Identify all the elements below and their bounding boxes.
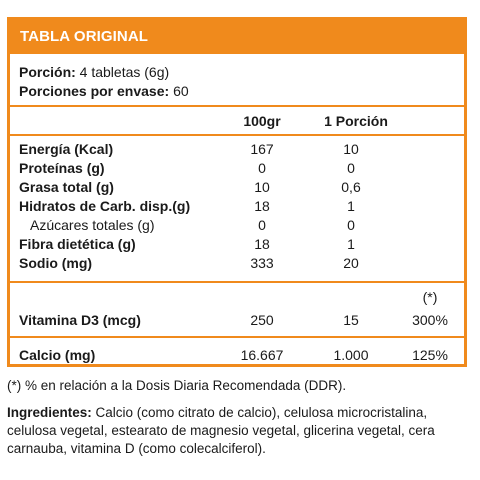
ddr-mark: (*): [422, 289, 438, 305]
column-header-100gr: 100gr: [243, 113, 281, 129]
nutrient-portion: 20: [343, 255, 359, 271]
calcium-portion: 1.000: [333, 347, 369, 363]
vitamin-portion: 15: [343, 312, 359, 328]
vitamin-per100: 250: [250, 312, 274, 328]
nutrient-portion: 1: [347, 198, 355, 214]
table-title: TABLA ORIGINAL: [10, 20, 464, 54]
nutrient-label: Hidratos de Carb. disp.(g): [19, 198, 191, 214]
nutrient-portion: 0,6: [341, 179, 361, 195]
divider: [10, 105, 464, 107]
nutrient-label: Grasa total (g): [19, 179, 114, 195]
nutrient-portion: 1: [347, 236, 355, 252]
per-container-row: Porciones por envase: 60: [19, 82, 189, 100]
footnote: (*) % en relación a la Dosis Diaria Reco…: [7, 378, 347, 393]
nutrient-per100: 333: [250, 255, 274, 271]
nutrition-table: TABLA ORIGINAL Porción: 4 tabletas (6g) …: [7, 17, 467, 367]
portion-label: Porción:: [19, 64, 76, 80]
nutrient-label: Sodio (mg): [19, 255, 93, 271]
nutrient-per100: 0: [258, 160, 266, 176]
nutrient-label-sub: Azúcares totales (g): [30, 217, 155, 233]
portion-row: Porción: 4 tabletas (6g): [19, 63, 169, 81]
nutrient-per100: 0: [258, 217, 266, 233]
column-header-portion: 1 Porción: [324, 113, 388, 129]
divider: [10, 281, 464, 283]
vitamin-ddr: 300%: [412, 312, 448, 328]
nutrient-portion: 0: [347, 160, 355, 176]
nutrient-per100: 18: [254, 198, 270, 214]
nutrient-label: Proteínas (g): [19, 160, 105, 176]
divider: [10, 336, 464, 338]
divider: [10, 134, 464, 136]
calcium-per100: 16.667: [240, 347, 284, 363]
calcium-label: Calcio (mg): [19, 347, 96, 363]
ingredients-text: Calcio (como citrato de calcio), celulos…: [7, 405, 435, 456]
ingredients-label: Ingredientes:: [7, 405, 92, 420]
vitamin-label: Vitamina D3 (mcg): [19, 312, 141, 328]
per-container-value: 60: [173, 83, 189, 99]
portion-value: 4 tabletas (6g): [79, 64, 170, 80]
nutrient-portion: 0: [347, 217, 355, 233]
nutrient-per100: 10: [254, 179, 270, 195]
per-container-label: Porciones por envase:: [19, 83, 170, 99]
ingredients: Ingredientes: Calcio (como citrato de ca…: [7, 404, 473, 458]
nutrient-per100: 167: [250, 141, 274, 157]
nutrient-label: Fibra dietética (g): [19, 236, 136, 252]
nutrient-label: Energía (Kcal): [19, 141, 114, 157]
nutrient-per100: 18: [254, 236, 270, 252]
calcium-ddr: 125%: [412, 347, 448, 363]
nutrient-portion: 10: [343, 141, 359, 157]
